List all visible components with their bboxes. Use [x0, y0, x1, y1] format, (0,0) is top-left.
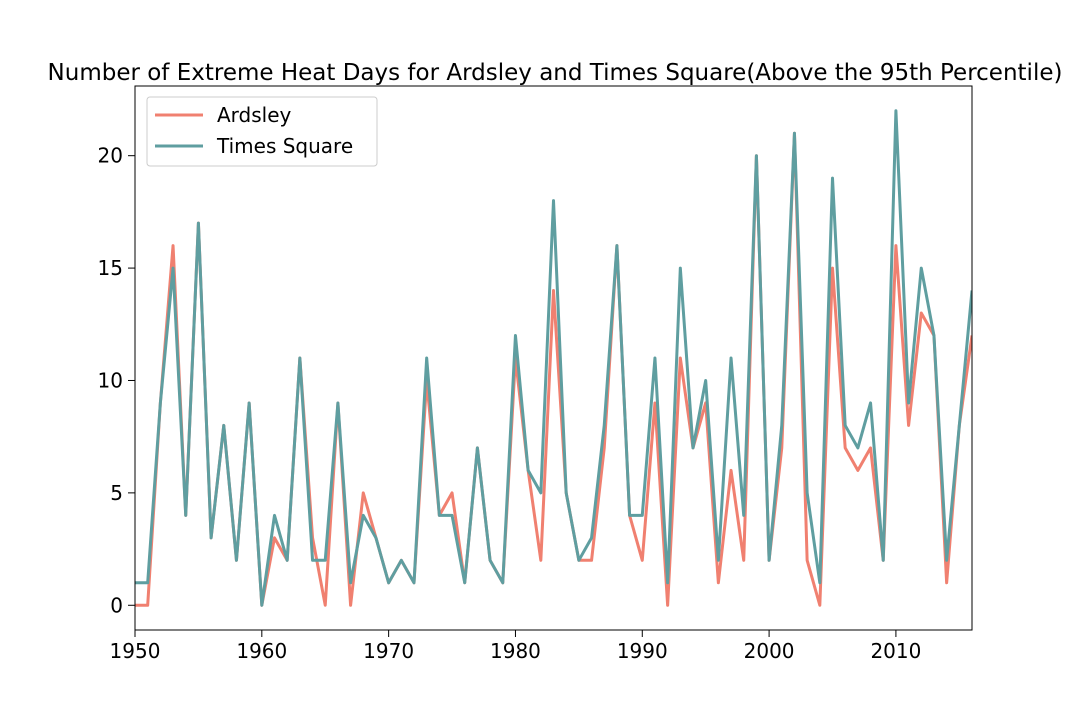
legend-label: Times Square [216, 134, 353, 158]
series-line-ardsley [135, 131, 972, 607]
chart-title: Number of Extreme Heat Days for Ardsley … [48, 60, 1063, 86]
y-tick-label: 15 [98, 256, 123, 280]
x-axis: 1950 1960 1970 1980 1990 2000 2010 [110, 630, 921, 663]
y-tick-label: 10 [98, 368, 123, 392]
series-layer [135, 109, 972, 607]
y-axis: 0 5 10 15 20 [98, 144, 135, 617]
y-tick-label: 0 [110, 593, 123, 617]
legend: Ardsley Times Square [146, 96, 378, 167]
x-tick-label: 1980 [490, 639, 541, 663]
x-tick-label: 2000 [744, 639, 795, 663]
plot-frame [134, 85, 973, 631]
legend-box [146, 96, 378, 167]
legend-label: Ardsley [217, 103, 292, 127]
series-line-times-square [135, 109, 972, 607]
y-tick-label: 5 [110, 481, 123, 505]
x-tick-label: 1990 [617, 639, 668, 663]
x-tick-label: 1960 [236, 639, 287, 663]
x-tick-label: 1970 [363, 639, 414, 663]
y-tick-label: 20 [98, 144, 123, 168]
x-tick-label: 1950 [110, 639, 161, 663]
x-tick-label: 2010 [870, 639, 921, 663]
